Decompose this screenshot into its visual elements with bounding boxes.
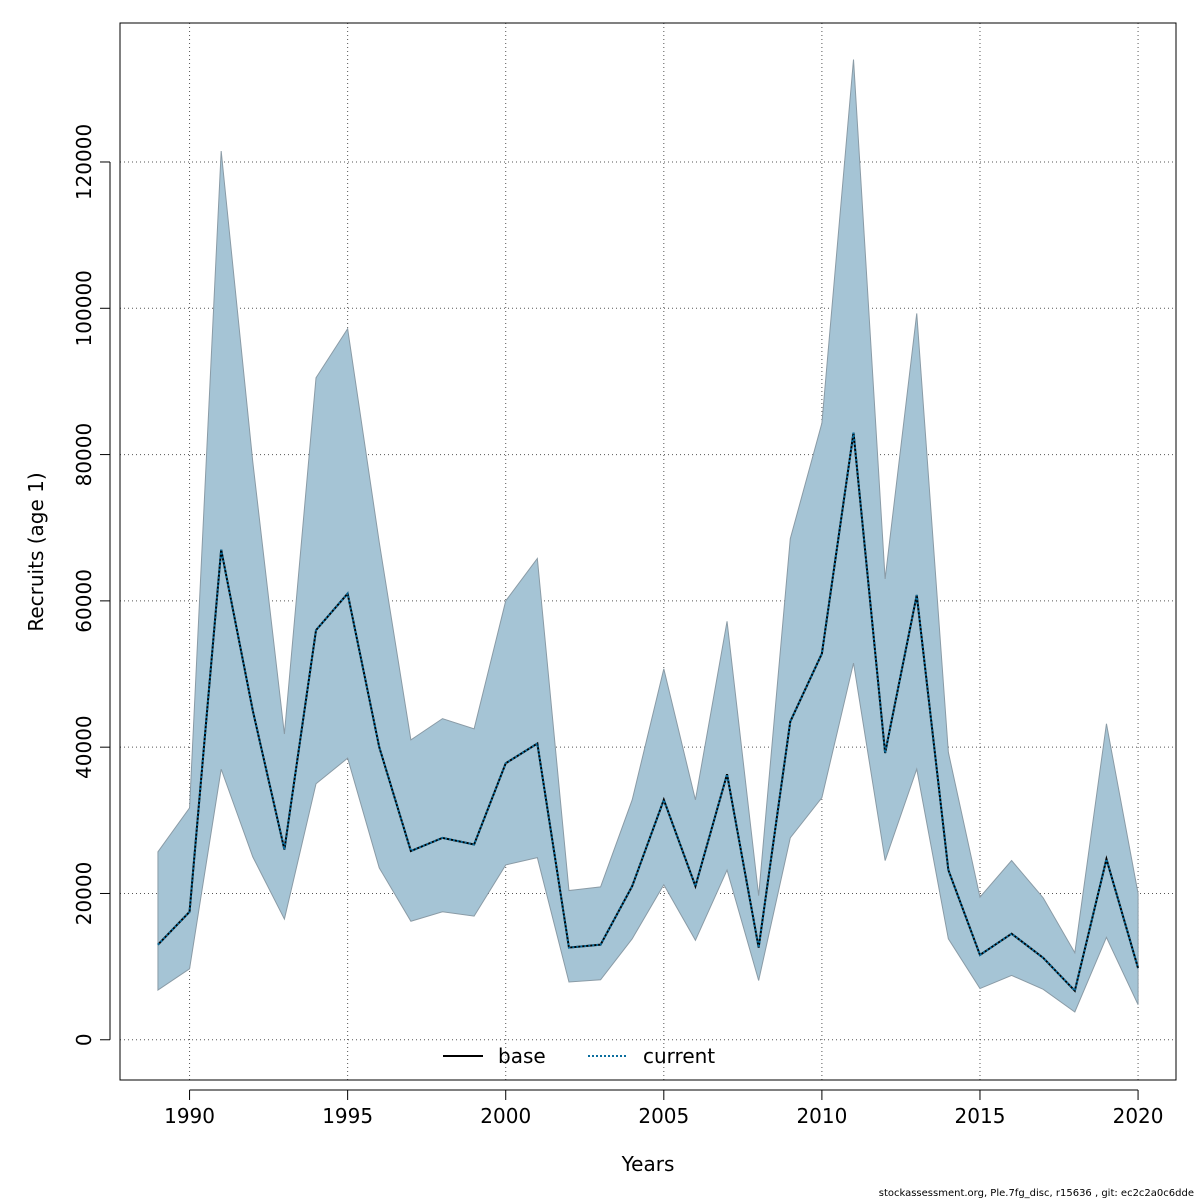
x-tick-label-3: 2005 [638,1104,689,1128]
y-axis: 0 20000 40000 60000 80000 100000 120000 [72,124,111,1046]
y-tick-label-6: 120000 [72,124,96,200]
series-line-current [157,432,1140,993]
y-tick-label-2: 40000 [72,715,96,779]
confidence-band [157,59,1139,1013]
confidence-band-area [157,59,1139,1013]
x-tick-label-2: 2000 [480,1104,531,1128]
legend-label-base: base [498,1044,546,1068]
x-tick-label-0: 1990 [164,1104,215,1128]
x-tick-label-1: 1995 [322,1104,373,1128]
x-axis: 1990 1995 2000 2005 2010 2015 2020 [164,1089,1164,1128]
y-tick-label-0: 0 [72,1033,96,1046]
legend: base current [443,1044,715,1068]
y-tick-label-1: 20000 [72,862,96,926]
x-tick-label-4: 2010 [796,1104,847,1128]
y-axis-title: Recruits (age 1) [24,472,48,631]
legend-label-current: current [643,1044,715,1068]
footnote: stockassessment.org, Ple.7fg_disc, r1563… [878,1188,1194,1199]
plot-frame [119,22,1177,1081]
y-tick-label-3: 60000 [72,569,96,633]
x-axis-title: Years [621,1152,675,1176]
y-tick-label-4: 80000 [72,423,96,487]
series-lines [157,432,1140,993]
x-tick-label-5: 2015 [955,1104,1006,1128]
y-tick-label-5: 100000 [72,270,96,346]
x-tick-label-6: 2020 [1113,1104,1164,1128]
